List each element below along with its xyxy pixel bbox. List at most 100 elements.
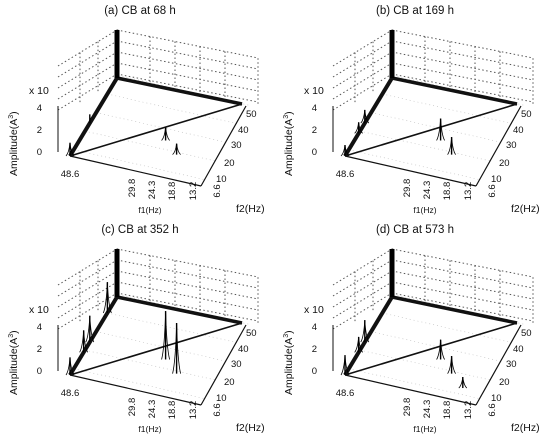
z-axis-label-exponent: 3 (283, 115, 290, 119)
f1-tick-label: 18.8 (167, 401, 178, 420)
f1-tick-label: 29.8 (127, 179, 138, 198)
peak-shoulder (161, 311, 170, 360)
peak-shoulder (447, 136, 456, 155)
peak-shoulder (85, 315, 95, 343)
f1-tick-label: 6.6 (487, 184, 498, 197)
grid-line (391, 259, 534, 289)
chart-panel: (a) CB at 68 h 0 2 4 Amplitude(A3) x 10 48.6 29… (8, 5, 265, 215)
f2-axis (475, 105, 522, 187)
f2-tick-label: 20 (499, 377, 510, 388)
f2-axis-label: f2(Hz) (236, 422, 265, 434)
peak-shoulder (354, 336, 363, 353)
f2-tick-label: 30 (506, 359, 517, 370)
f2-max-ridge (391, 295, 518, 325)
f2-tick-label: 50 (521, 328, 532, 339)
diagonal-line (69, 103, 243, 157)
f1-tick-label: 18.8 (167, 182, 178, 201)
f1-axis-label: f1(Hz) (413, 205, 436, 215)
back-wall-grid (332, 248, 393, 297)
z-tick-label: 2 (37, 344, 42, 355)
f1-tick-label: 6.6 (487, 403, 498, 416)
f1-tick-label: 6.6 (212, 403, 223, 416)
z-axis-label-close: ) (8, 111, 20, 115)
grid-line (116, 73, 259, 103)
f2-axis-label: f2(Hz) (511, 203, 540, 215)
f1-axis (69, 155, 202, 187)
grid-line (391, 51, 534, 81)
f1-axis (344, 374, 477, 406)
grid-line (57, 270, 118, 308)
grid-line (116, 270, 259, 300)
peak-shoulder (79, 330, 89, 353)
grid-line (116, 292, 259, 322)
back-wall-grid (332, 29, 393, 78)
z-tick-label: 4 (312, 103, 317, 114)
grid-line (116, 40, 259, 70)
grid-line (391, 73, 534, 103)
diagonal-line (344, 322, 518, 376)
f2-tick-label: 10 (491, 393, 502, 404)
z-axis-label: Amplitude(A3) (283, 330, 295, 395)
panel-title: (a) CB at 68 h (104, 5, 176, 17)
back-wall-grid (391, 29, 534, 106)
grid-line (332, 51, 393, 89)
grid-line (391, 292, 534, 322)
peak-shoulder (340, 355, 350, 376)
f2-max-ridge (391, 76, 518, 106)
f2-max-ridge (116, 295, 243, 325)
f2-tick-label: 50 (521, 109, 532, 120)
grid-line (57, 40, 118, 78)
f1-tick-label: 24.3 (147, 400, 158, 419)
grid-line (391, 40, 534, 70)
grid-line (391, 62, 534, 92)
z-multiplier: x 10 (29, 85, 49, 97)
f1-max-ridge (343, 295, 394, 377)
peak-shoulder (436, 339, 445, 360)
peak-shoulder (360, 320, 370, 343)
f2-tick-label: 20 (224, 377, 235, 388)
f1-tick-label: 6.6 (212, 184, 223, 197)
peak-shoulder (161, 127, 170, 141)
z-tick-label: 4 (37, 322, 42, 333)
back-wall-grid (116, 248, 259, 325)
z-tick-label: 0 (37, 147, 42, 158)
f1-axis-label: f1(Hz) (138, 205, 161, 215)
peak-shoulder (354, 122, 363, 134)
grid-line (116, 51, 259, 81)
f1-tick-label: 29.8 (402, 398, 413, 417)
floor-grid-line (73, 149, 205, 180)
panel-title: (b) CB at 169 h (376, 5, 454, 17)
z-multiplier: x 10 (29, 304, 49, 316)
peak-shoulder (447, 355, 456, 374)
panel-title: (d) CB at 573 h (376, 224, 454, 236)
f2-tick-label: 50 (246, 109, 257, 120)
f2-tick-label: 40 (238, 344, 249, 355)
f2-axis (475, 324, 522, 406)
f2-axis-label: f2(Hz) (511, 422, 540, 434)
f1-max-ridge (68, 76, 119, 158)
z-axis-label-close: ) (8, 330, 20, 334)
back-wall-grid (391, 248, 534, 325)
f1-tick-label: 18.8 (442, 182, 453, 201)
z-tick-label: 0 (312, 366, 317, 377)
f2-tick-label: 10 (491, 174, 502, 185)
f1-tick-label: 18.8 (442, 401, 453, 420)
z-axis-label: Amplitude(A3) (283, 111, 295, 176)
f2-axis-label: f2(Hz) (236, 203, 265, 215)
f1-tick-label: 48.6 (61, 169, 80, 180)
f1-tick-label: 24.3 (422, 400, 433, 419)
f2-tick-label: 20 (224, 158, 235, 169)
z-axis-label-exponent: 3 (8, 115, 15, 119)
f2-tick-label: 10 (216, 174, 227, 185)
f2-tick-label: 40 (238, 125, 249, 136)
peak-shoulder (340, 144, 350, 157)
peak-shoulder (360, 109, 370, 124)
z-tick-label: 0 (312, 147, 317, 158)
z-axis-label-exponent: 3 (283, 334, 290, 338)
grid-line (116, 281, 259, 311)
f1-max-ridge (343, 76, 394, 158)
f1-tick-label: 24.3 (147, 181, 158, 200)
f2-tick-label: 50 (246, 328, 257, 339)
